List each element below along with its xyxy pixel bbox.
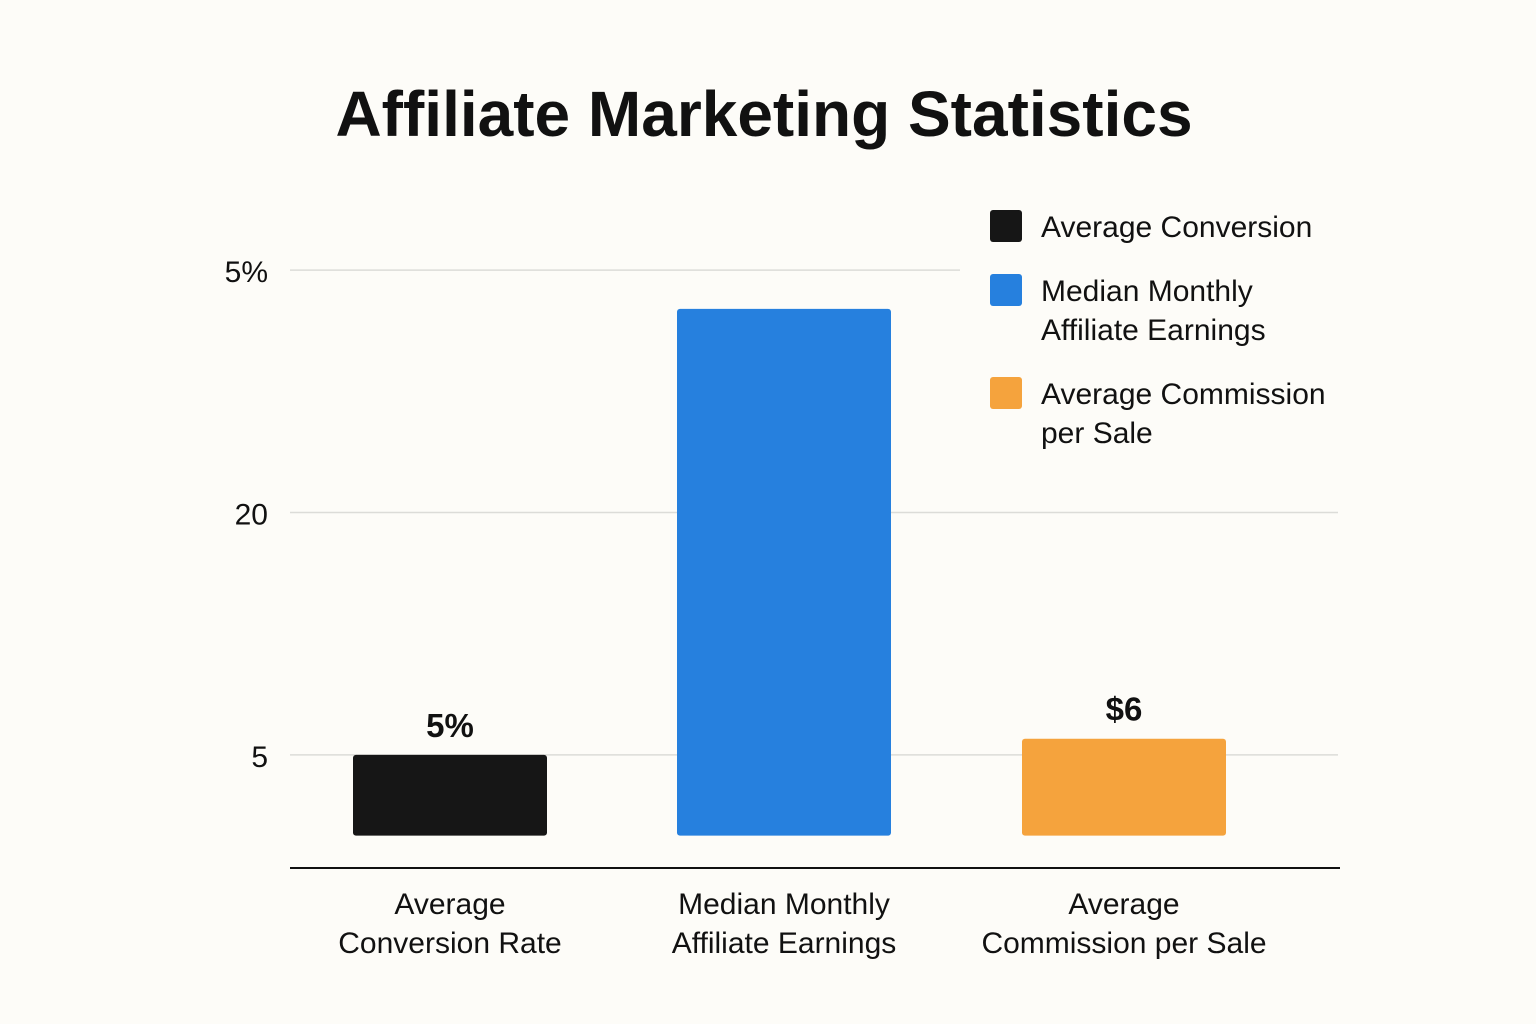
bar	[353, 754, 547, 836]
legend-swatch	[990, 210, 1022, 242]
value-label: 5%	[426, 707, 474, 744]
legend-label: Median Monthly Affiliate Earnings	[1041, 275, 1266, 347]
x-tick-label: Average Conversion Rate	[338, 888, 561, 960]
x-tick-label: Median Monthly Affiliate Earnings	[672, 888, 897, 960]
x-tick-label: Average Commission per Sale	[981, 888, 1266, 960]
value-label: $6	[1106, 691, 1143, 728]
legend-background	[960, 195, 1370, 460]
bar	[1022, 738, 1226, 836]
legend-swatch	[990, 377, 1022, 409]
legend-label: Average Conversion	[1041, 211, 1312, 244]
legend-label: Average Commission per Sale	[1041, 378, 1326, 450]
y-tick-label: 20	[235, 498, 268, 531]
chart-title: Affiliate Marketing Statistics	[335, 78, 1192, 150]
y-tick-label: 5%	[225, 256, 268, 289]
y-tick-label: 5	[251, 741, 268, 774]
bar	[677, 308, 891, 836]
legend-swatch	[990, 274, 1022, 306]
